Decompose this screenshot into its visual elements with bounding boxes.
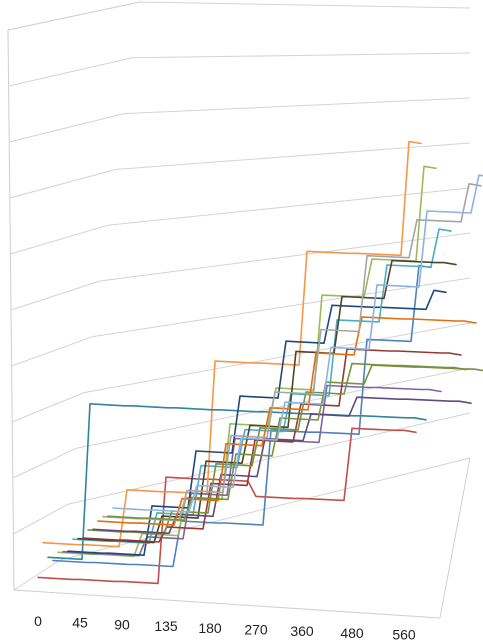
gridline-left-9 — [8, 57, 133, 87]
x-tick-label: 360 — [290, 623, 314, 639]
gridline-back-8 — [123, 97, 471, 115]
series-layer — [37, 140, 483, 585]
gridline-back-5 — [99, 232, 471, 282]
gridline-back-9 — [131, 52, 471, 59]
x-axis-ticks: 0 45 90 135 180 270 360 480 560 — [34, 613, 416, 641]
floor-right-edge — [439, 457, 471, 619]
gridline-left-7 — [9, 168, 117, 199]
x-tick-label: 270 — [244, 622, 268, 638]
gridline-back-6 — [107, 187, 471, 226]
x-tick-label: 560 — [392, 627, 416, 641]
series-line-14 — [107, 364, 483, 521]
gridline-back-3 — [83, 322, 471, 394]
series-line-9 — [82, 348, 462, 543]
series-line-7 — [72, 228, 452, 544]
floor-front-edge — [13, 589, 441, 619]
gridline-back-4 — [91, 277, 471, 338]
gridline-left-5 — [10, 280, 101, 311]
gridline-back-7 — [115, 142, 471, 170]
gridline-back-10 — [139, 1, 471, 9]
series-line-4 — [57, 165, 437, 558]
gridline-left-4 — [11, 336, 93, 367]
x-tick-label: 135 — [154, 618, 178, 634]
gridline-left-2 — [12, 447, 77, 479]
x-tick-label: 90 — [114, 616, 130, 632]
x-tick-label: 0 — [34, 613, 42, 629]
series-line-2 — [47, 403, 427, 561]
series-line-8 — [77, 259, 457, 544]
series-line-12 — [97, 316, 477, 526]
gridline-left-8 — [9, 113, 125, 143]
x-tick-label: 180 — [198, 620, 222, 636]
gridline-left-3 — [12, 392, 85, 423]
gridline-left-1 — [13, 503, 69, 535]
series-line-3 — [52, 264, 432, 568]
series-line-15 — [112, 174, 483, 513]
series-line-11 — [92, 396, 472, 535]
series-line-6 — [67, 289, 447, 556]
x-tick-label: 45 — [72, 615, 88, 631]
series-line-1 — [42, 140, 422, 548]
gridline-left-10 — [7, 1, 141, 31]
gridline-left-0 — [13, 559, 61, 591]
x-tick-label: 480 — [340, 625, 364, 641]
gridline-left-6 — [10, 224, 109, 255]
grid-layer — [7, 1, 471, 619]
